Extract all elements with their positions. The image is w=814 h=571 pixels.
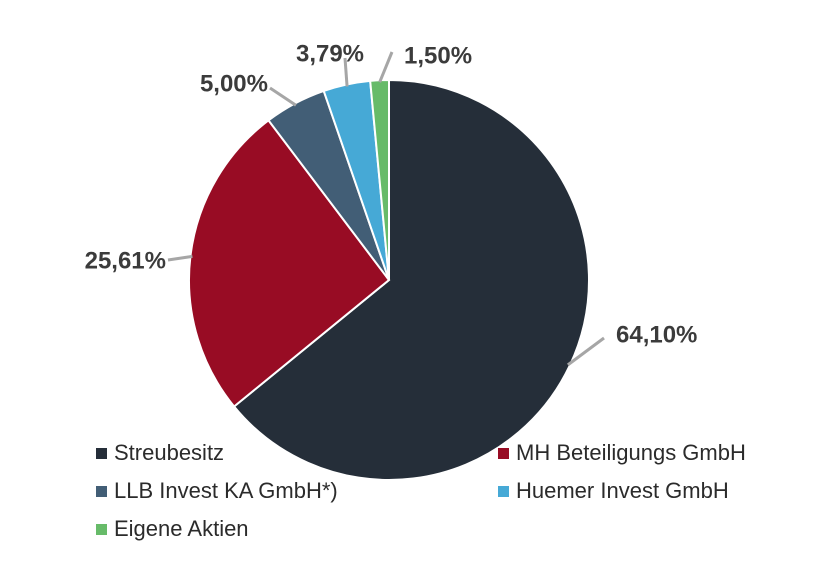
legend-item-huemer-invest: Huemer Invest GmbH <box>498 478 729 504</box>
data-label: 25,61% <box>85 247 166 274</box>
data-label: 1,50% <box>404 42 472 69</box>
legend-label: MH Beteiligungs GmbH <box>516 440 746 465</box>
leader-line <box>167 254 193 262</box>
legend-label: LLB Invest KA GmbH*) <box>114 478 338 503</box>
legend-label: Eigene Aktien <box>114 516 249 541</box>
legend-item-eigene-aktien: Eigene Aktien <box>96 516 249 542</box>
data-label: 64,10% <box>616 321 697 348</box>
legend-swatch <box>96 485 107 497</box>
legend-item-streubesitz: Streubesitz <box>96 440 224 466</box>
data-label: 5,00% <box>200 70 268 97</box>
leader-line <box>343 57 349 87</box>
pie-slice <box>232 78 590 481</box>
legend: Streubesitz MH Beteiligungs GmbH LLB Inv… <box>96 440 796 550</box>
legend-swatch <box>96 447 107 459</box>
data-labels: 64,10% 25,61% 5,00% 3,79% 1,50% <box>85 40 698 348</box>
legend-swatch <box>498 485 509 497</box>
legend-item-mh-beteiligungs: MH Beteiligungs GmbH <box>498 440 746 466</box>
leader-line <box>269 86 297 107</box>
data-label: 3,79% <box>296 40 364 67</box>
legend-swatch <box>498 447 509 459</box>
legend-label: Streubesitz <box>114 440 225 465</box>
legend-item-llb-invest: LLB Invest KA GmbH*) <box>96 478 338 504</box>
leader-line <box>566 336 605 367</box>
legend-label: Huemer Invest GmbH <box>516 478 729 503</box>
legend-swatch <box>96 523 107 535</box>
leader-line <box>378 51 394 83</box>
leader-lines <box>167 51 605 367</box>
pie-slices <box>188 78 590 481</box>
